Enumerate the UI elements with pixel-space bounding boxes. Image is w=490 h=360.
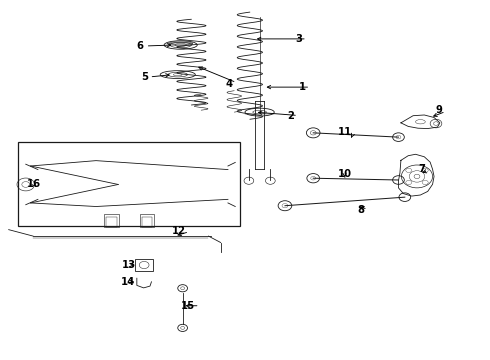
Text: 10: 10 [338,168,351,179]
Text: 2: 2 [287,111,294,121]
Text: 9: 9 [436,105,442,115]
Text: 12: 12 [172,226,186,236]
Text: 5: 5 [141,72,147,82]
Text: 16: 16 [27,179,41,189]
Bar [104,213,119,227]
Bar [106,217,117,227]
Text: 7: 7 [418,164,425,174]
Text: 4: 4 [226,78,233,89]
Text: 1: 1 [299,82,306,92]
Text: 14: 14 [121,277,135,287]
Text: 11: 11 [338,127,352,138]
Bar [135,259,153,271]
Text: 6: 6 [137,41,144,51]
Bar [140,213,154,227]
Bar [19,143,240,226]
Text: 15: 15 [181,301,196,311]
Text: 3: 3 [295,34,302,44]
Text: 8: 8 [357,205,365,215]
Bar [142,217,152,227]
Text: 13: 13 [122,260,136,270]
